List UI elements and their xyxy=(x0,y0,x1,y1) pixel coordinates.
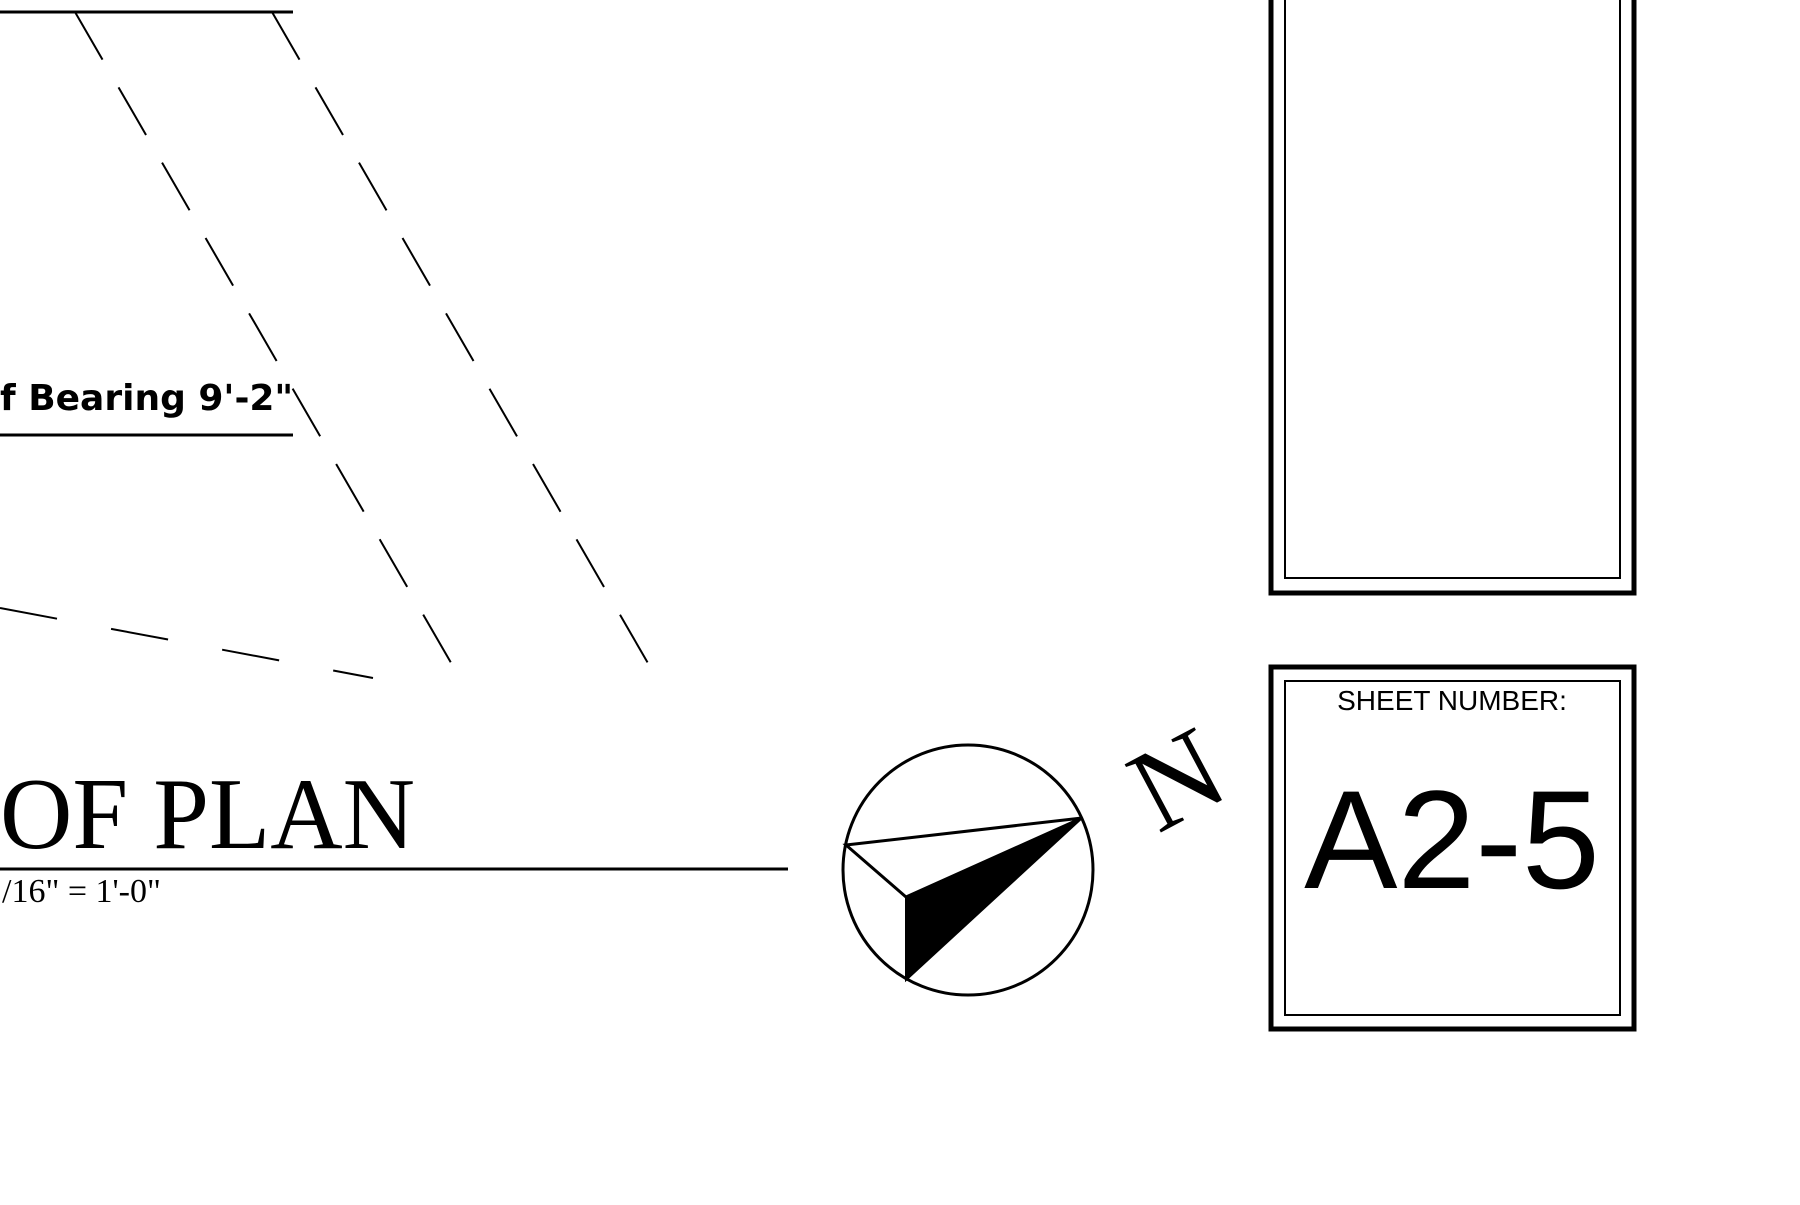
title-block-upper-frame xyxy=(1268,0,1637,596)
plan-title: OF PLAN xyxy=(0,758,415,871)
bearing-label: f Bearing 9'-2" xyxy=(0,378,293,419)
north-letter: N xyxy=(1109,701,1246,857)
hip-line-left xyxy=(74,11,466,688)
hip-line-right xyxy=(271,11,661,685)
north-arrow-circle xyxy=(841,743,1095,997)
scale-note: /16" = 1'-0" xyxy=(2,873,161,910)
roof-edge-dashed-line xyxy=(0,607,374,679)
sheet-number-value: A2-5 xyxy=(1304,761,1600,918)
sheet-number-block: SHEET NUMBER: A2-5 xyxy=(1268,664,1637,1032)
sheet-number-label: SHEET NUMBER: xyxy=(1337,685,1567,716)
north-arrow: N xyxy=(841,701,1246,997)
north-arrow-pointer-fill xyxy=(905,817,1083,983)
